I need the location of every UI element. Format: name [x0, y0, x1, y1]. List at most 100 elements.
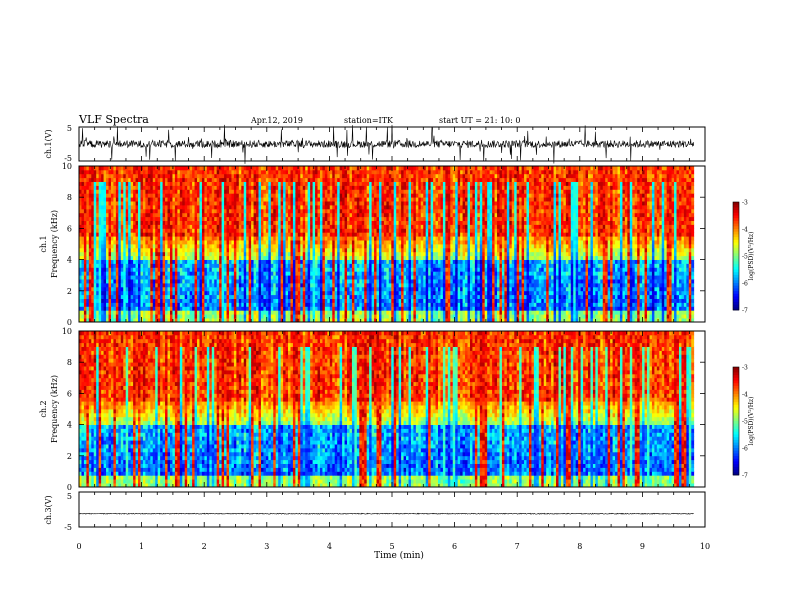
spectrogram-cell — [224, 294, 227, 299]
spectrogram-cell — [133, 263, 136, 268]
spectrogram-cell — [258, 189, 262, 194]
spectrogram-cell — [324, 185, 328, 190]
spectrogram-cell — [322, 197, 326, 202]
spectrogram-cell — [307, 294, 311, 299]
spectrogram-cell — [339, 255, 343, 260]
spectrogram-cell — [192, 302, 195, 307]
spectrogram-cell — [260, 224, 264, 229]
spectrogram-cell — [233, 216, 237, 221]
spectrogram-cell — [115, 310, 119, 315]
spectrogram-cell — [376, 208, 380, 214]
spectrogram-cell — [172, 224, 176, 229]
spectrogram-cell — [209, 216, 213, 221]
spectrogram-cell — [98, 318, 102, 323]
spectrogram-cell — [292, 290, 296, 296]
spectrogram-cell — [182, 294, 186, 299]
spectrogram-cell — [106, 255, 109, 260]
spectrogram-cell — [324, 255, 328, 260]
spectrogram-cell — [300, 306, 304, 311]
spectrogram-cell — [81, 236, 85, 241]
spectrogram-cell — [152, 185, 156, 190]
spectrogram-cell — [106, 310, 109, 315]
spectrogram-cell — [209, 283, 213, 288]
spectrogram-cell — [96, 263, 100, 268]
spectrogram-cell — [364, 169, 368, 175]
spectrogram-cell — [108, 240, 112, 245]
spectrogram-cell — [157, 220, 161, 225]
spectrogram-cell — [184, 314, 188, 319]
spectrogram-cell — [184, 310, 188, 315]
spectrogram-cell — [361, 173, 365, 179]
spectrogram-cell — [169, 283, 173, 288]
spectrogram-cell — [106, 240, 109, 245]
spectrogram-cell — [155, 212, 159, 218]
spectrogram-cell — [209, 197, 213, 202]
spectrogram-cell — [233, 185, 237, 190]
spectrogram-cell — [322, 173, 326, 179]
spectrogram-cell — [322, 205, 326, 210]
spectrogram-cell — [226, 177, 230, 182]
spectrogram-cell — [135, 298, 139, 303]
spectrogram-cell — [246, 275, 250, 280]
spectrogram-cell — [167, 310, 171, 315]
spectrogram-cell — [162, 181, 166, 186]
spectrogram-cell — [108, 228, 112, 233]
spectrogram-cell — [189, 263, 193, 268]
spectrogram-cell — [292, 244, 296, 249]
spectrogram-cell — [221, 286, 225, 292]
spectrogram-cell — [118, 286, 122, 292]
spectrogram-cell — [302, 181, 306, 186]
spectrogram-cell — [376, 283, 380, 288]
spectrogram-cell — [295, 251, 299, 257]
spectrogram-cell — [312, 275, 316, 280]
spectrogram-cell — [263, 302, 267, 307]
figure-title: VLF Spectra — [78, 113, 149, 126]
spectrogram-cell — [81, 247, 85, 253]
spectrogram-cell — [278, 216, 282, 221]
spectrogram-cell — [329, 169, 333, 175]
spectrogram-cell — [366, 271, 370, 276]
spectrogram-cell — [315, 189, 318, 194]
spectrogram-cell — [327, 283, 331, 288]
spectrogram-cell — [206, 212, 210, 218]
spectrogram-cell — [145, 240, 149, 245]
spectrogram-cell — [344, 240, 348, 245]
spectrogram-cell — [288, 310, 291, 315]
spectrogram-cell — [332, 236, 336, 241]
spectrogram-cell — [231, 290, 235, 296]
spectrogram-cell — [113, 251, 117, 257]
spectrogram-cell — [160, 228, 163, 233]
spectrogram-cell — [93, 224, 97, 229]
spectrogram-cell — [179, 302, 183, 307]
spectrogram-cell — [86, 177, 90, 182]
spectrogram-cell — [133, 318, 136, 323]
spectrogram-cell — [241, 173, 245, 179]
spectrogram-cell — [93, 232, 97, 237]
spectrogram-cell — [359, 173, 363, 179]
spectrogram-cell — [110, 294, 114, 299]
spectrogram-cell — [337, 185, 341, 190]
spectrogram-cell — [184, 185, 188, 190]
spectrogram-cell — [201, 247, 205, 253]
spectrogram-cell — [103, 177, 107, 182]
spectrogram-cell — [334, 244, 338, 249]
spectrogram-cell — [110, 185, 114, 190]
spectrogram-cell — [268, 255, 272, 260]
spectrogram-cell — [351, 228, 355, 233]
spectrogram-cell — [214, 193, 218, 198]
spectrogram-cell — [224, 181, 227, 186]
spectrogram-cell — [110, 216, 114, 221]
spectrogram-cell — [83, 251, 87, 257]
spectrogram-cell — [120, 185, 124, 190]
spectrogram-cell — [142, 286, 146, 292]
spectrogram-cell — [206, 244, 210, 249]
spectrogram-cell — [184, 212, 188, 218]
spectrogram-cell — [332, 173, 336, 179]
spectrogram-cell — [315, 201, 318, 206]
spectrogram-cell — [79, 216, 82, 221]
spectrogram-cell — [378, 314, 382, 319]
spectrogram-cell — [187, 298, 191, 303]
spectrogram-cell — [216, 314, 220, 319]
spectrogram-cell — [337, 208, 341, 214]
spectrogram-cell — [140, 193, 144, 198]
